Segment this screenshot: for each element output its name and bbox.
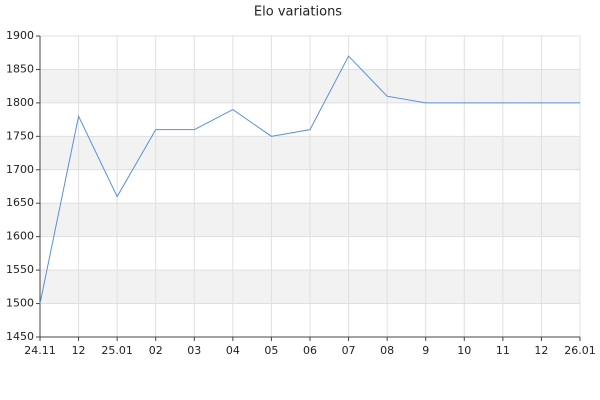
x-tick-label: 04 [226, 344, 240, 357]
x-tick-label: 24.11 [24, 344, 56, 357]
x-tick-label: 12 [534, 344, 548, 357]
y-tick-label: 1600 [6, 230, 34, 243]
y-tick-label: 1750 [6, 129, 34, 142]
x-tick-label: 05 [264, 344, 278, 357]
y-tick-label: 1800 [6, 96, 34, 109]
x-tick-label: 03 [187, 344, 201, 357]
x-tick-label: 12 [72, 344, 86, 357]
chart-title: Elo variations [254, 5, 342, 20]
x-tick-label: 08 [380, 344, 394, 357]
x-tick-label: 11 [496, 344, 510, 357]
x-tick-label: 9 [422, 344, 429, 357]
x-tick-label: 06 [303, 344, 317, 357]
y-tick-label: 1450 [6, 330, 34, 343]
x-tick-label: 02 [149, 344, 163, 357]
y-tick-label: 1500 [6, 297, 34, 310]
y-tick-label: 1650 [6, 196, 34, 209]
x-tick-label: 26.01 [564, 344, 596, 357]
y-tick-label: 1900 [6, 29, 34, 42]
x-tick-label: 25.01 [101, 344, 133, 357]
x-tick-label: 07 [342, 344, 356, 357]
y-tick-label: 1850 [6, 62, 34, 75]
x-tick-label: 10 [457, 344, 471, 357]
data-line [39, 55, 580, 304]
y-tick-label: 1700 [6, 163, 34, 176]
y-tick-label: 1550 [6, 263, 34, 276]
